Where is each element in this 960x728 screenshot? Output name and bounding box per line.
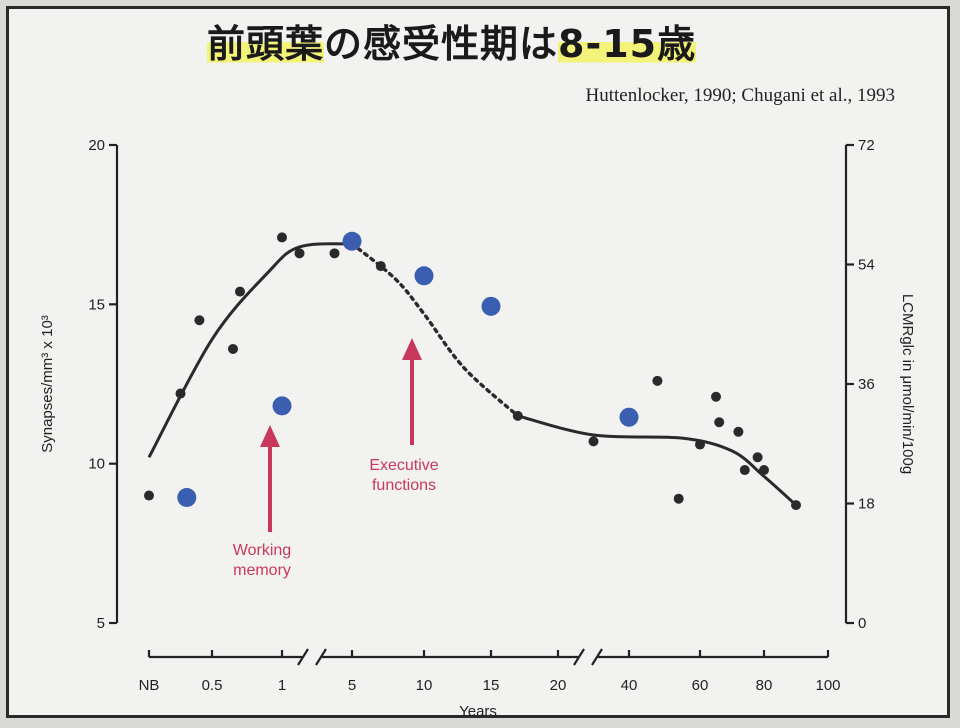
x-tick-label: 40 — [621, 677, 638, 694]
synapse-density-point — [194, 315, 205, 326]
x-tick-label: 15 — [483, 677, 500, 694]
x-tick-label: 80 — [756, 677, 773, 694]
synapse-density-point — [711, 391, 721, 402]
annotation-label: memory — [233, 562, 291, 579]
x-axis-break-mark — [297, 648, 309, 666]
synapse-density-point — [277, 232, 287, 243]
x-axis-break-mark — [315, 648, 327, 666]
y-right-tick-label: 54 — [858, 257, 875, 274]
glucose-metabolism-point — [177, 488, 197, 508]
synapse-density-point — [294, 248, 305, 259]
glucose-metabolism-point — [619, 407, 639, 427]
x-axis-break-mark — [591, 648, 603, 666]
trend-curve-dashed — [350, 242, 520, 418]
y-right-tick-label: 18 — [858, 496, 875, 513]
annotation-label: functions — [372, 477, 436, 494]
y-right-tick-label: 0 — [858, 615, 866, 632]
trend-curve-group — [147, 242, 798, 507]
x-axis-label: Years — [459, 703, 497, 720]
synapse-density-point — [759, 465, 769, 476]
glucose-metabolism-point — [414, 266, 434, 286]
x-tick-label: NB — [139, 677, 160, 694]
x-tick-label: 100 — [815, 677, 840, 694]
synapse-density-point — [739, 465, 750, 476]
synapse-density-point — [235, 286, 245, 297]
slide-frame: 前頭葉の感受性期は8-15歳 Huttenlocker, 1990; Chuga… — [6, 6, 950, 718]
annotation-label: Working — [233, 542, 291, 559]
synapse-density-point — [144, 490, 154, 501]
glucose-metabolism-point — [481, 296, 501, 316]
synapse-density-point — [512, 410, 523, 421]
synapse-density-point — [375, 261, 386, 272]
glucose-metabolism-point — [342, 231, 362, 251]
synapse-density-point — [733, 426, 744, 437]
y-axis-left-label: Synapses/mm³ x 10³ — [39, 315, 56, 453]
y-axis-right-label: LCMRglc in μmol/min/100g — [899, 294, 916, 474]
title-highlight-age-range: 8-15歳 — [558, 22, 697, 66]
y-left-tick-label: 5 — [97, 615, 105, 632]
data-points-group — [144, 231, 801, 511]
synapse-density-point — [228, 343, 238, 354]
synapse-density-point — [673, 493, 684, 504]
x-tick-label: 5 — [348, 677, 356, 694]
citation: Huttenlocker, 1990; Chugani et al., 1993 — [585, 85, 895, 106]
y-right-tick-label: 72 — [858, 137, 875, 154]
synapse-density-point — [791, 500, 801, 511]
x-tick-label: 60 — [692, 677, 709, 694]
annotation-label: Executive — [369, 457, 438, 474]
title-middle: の感受性期は — [324, 22, 559, 66]
synapse-density-point — [588, 436, 599, 447]
synapse-density-point — [695, 439, 705, 450]
synapse-density-point — [714, 417, 725, 428]
annotation-arrow-head — [402, 338, 422, 360]
annotation-arrow-head — [260, 425, 280, 447]
glucose-metabolism-point — [272, 396, 292, 416]
synapse-density-point — [329, 248, 340, 259]
x-axis-break-mark — [573, 648, 585, 666]
annotations-group: Working memory Executive functions — [233, 338, 439, 579]
trend-curve-solid-early — [147, 242, 353, 458]
y-left-tick-label: 10 — [88, 456, 105, 473]
x-tick-label: 10 — [416, 677, 433, 694]
x-tick-label: 1 — [278, 677, 286, 694]
synapse-density-point — [652, 375, 663, 386]
slide-title: 前頭葉の感受性期は8-15歳 — [207, 22, 697, 67]
title-highlight-frontal-lobe: 前頭葉 — [207, 22, 325, 66]
x-tick-label: 20 — [550, 677, 567, 694]
y-left-tick-label: 20 — [88, 137, 105, 154]
synapse-density-point — [752, 452, 763, 463]
y-right-tick-label: 36 — [858, 376, 875, 393]
synapse-density-point — [175, 388, 186, 399]
x-tick-label: 0.5 — [202, 677, 223, 694]
y-left-tick-label: 15 — [88, 296, 105, 313]
